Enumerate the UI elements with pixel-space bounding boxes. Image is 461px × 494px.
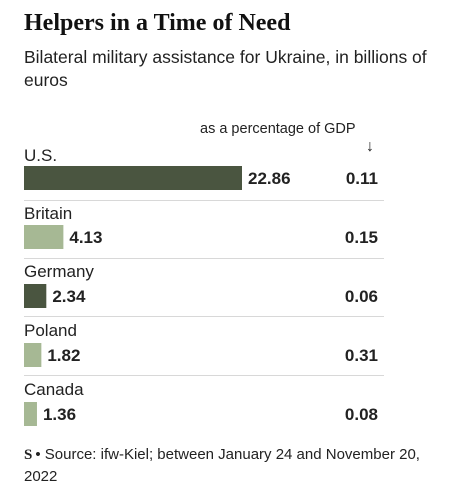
category-label: Germany (24, 262, 94, 281)
down-arrow-icon: ↓ (366, 138, 374, 155)
chart-title: Helpers in a Time of Need (24, 10, 291, 36)
row-divider (24, 316, 384, 317)
bar-value-label: 1.82 (47, 346, 80, 365)
chart-subtitle: Bilateral military assistance for Ukrain… (24, 47, 427, 90)
bar (24, 166, 242, 190)
row-divider (24, 375, 384, 376)
bar-value-label: 2.34 (52, 287, 86, 306)
bar (24, 343, 42, 367)
category-label: Britain (24, 204, 72, 223)
bar-value-label: 22.86 (248, 169, 291, 188)
bar (24, 402, 37, 426)
gdp-column-header: as a percentage of GDP (200, 121, 356, 137)
row-divider (24, 200, 384, 201)
gdp-value-label: 0.06 (345, 287, 378, 306)
category-label: U.S. (24, 146, 57, 165)
gdp-value-label: 0.08 (345, 405, 378, 424)
category-label: Poland (24, 321, 77, 340)
row-divider (24, 258, 384, 259)
bar (24, 284, 47, 308)
bar (24, 225, 64, 249)
category-label: Canada (24, 380, 84, 399)
source-note: S • Source: ifw-Kiel; between January 24 … (24, 444, 444, 487)
bar-value-label: 1.36 (43, 405, 76, 424)
gdp-value-label: 0.11 (346, 169, 378, 188)
gdp-value-label: 0.15 (345, 228, 378, 247)
publisher-logo-icon: S (24, 447, 33, 463)
bar-value-label: 4.13 (69, 228, 102, 247)
gdp-value-label: 0.31 (345, 346, 378, 365)
source-text: • Source: ifw-Kiel; between January 24 a… (24, 446, 420, 485)
bar-chart: U.S. 22.86 0.11 Britain 4.13 0.15 Germany 2.34 0… (24, 146, 378, 426)
